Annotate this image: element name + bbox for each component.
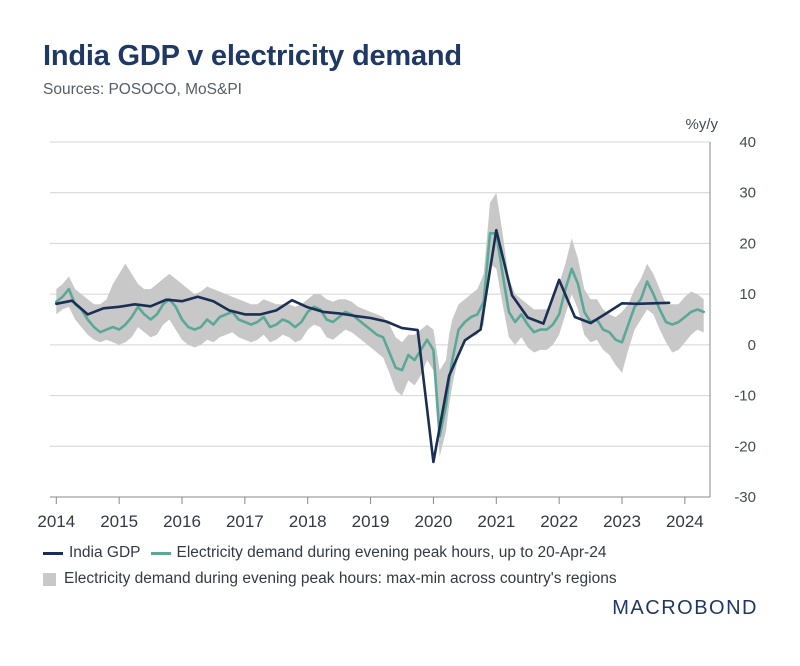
series-gdp-line: [55, 228, 671, 464]
x-tick-label-8: 2022: [540, 512, 578, 531]
legend-band-label: Electricity demand during evening peak h…: [64, 570, 617, 587]
chart-title: India GDP v electricity demand: [43, 40, 462, 72]
x-tick-label-2: 2016: [163, 512, 201, 531]
y-axis-unit-label: %y/y: [685, 116, 718, 133]
x-tick-label-1: 2015: [100, 512, 138, 531]
x-tick-label-6: 2020: [415, 512, 453, 531]
series-band-area: [56, 192, 704, 457]
legend-elec-swatch: [150, 551, 171, 555]
x-tick-label-5: 2019: [352, 512, 390, 531]
x-tick-label-9: 2023: [603, 512, 641, 531]
x-tick-label-3: 2017: [226, 512, 264, 531]
legend-gdp-swatch: [43, 551, 63, 555]
y-tick-label-4: 0: [748, 337, 756, 354]
y-tick-label-3: 10: [739, 286, 756, 303]
legend-row-1: India GDP Electricity demand during even…: [43, 544, 606, 562]
y-tick-label-6: -20: [734, 438, 756, 455]
chart-subtitle: Sources: POSOCO, MoS&PI: [43, 81, 242, 98]
y-tick-label-2: 20: [739, 235, 756, 252]
x-tick-label-4: 2018: [289, 512, 327, 531]
x-tick-label-10: 2024: [666, 512, 704, 531]
legend-row-2: Electricity demand during evening peak h…: [43, 570, 617, 588]
macrobond-logo: MACROBOND: [612, 597, 758, 619]
legend-gdp-label: India GDP: [69, 544, 141, 561]
y-tick-label-7: -30: [734, 489, 756, 506]
y-tick-label-0: 40: [739, 134, 756, 151]
legend-elec-label: Electricity demand during evening peak h…: [176, 544, 607, 561]
y-tick-label-1: 30: [739, 185, 756, 202]
y-tick-label-5: -10: [734, 388, 756, 405]
x-tick-label-0: 2014: [37, 512, 75, 531]
x-tick-label-7: 2021: [477, 512, 515, 531]
legend-band-swatch: [43, 572, 56, 586]
